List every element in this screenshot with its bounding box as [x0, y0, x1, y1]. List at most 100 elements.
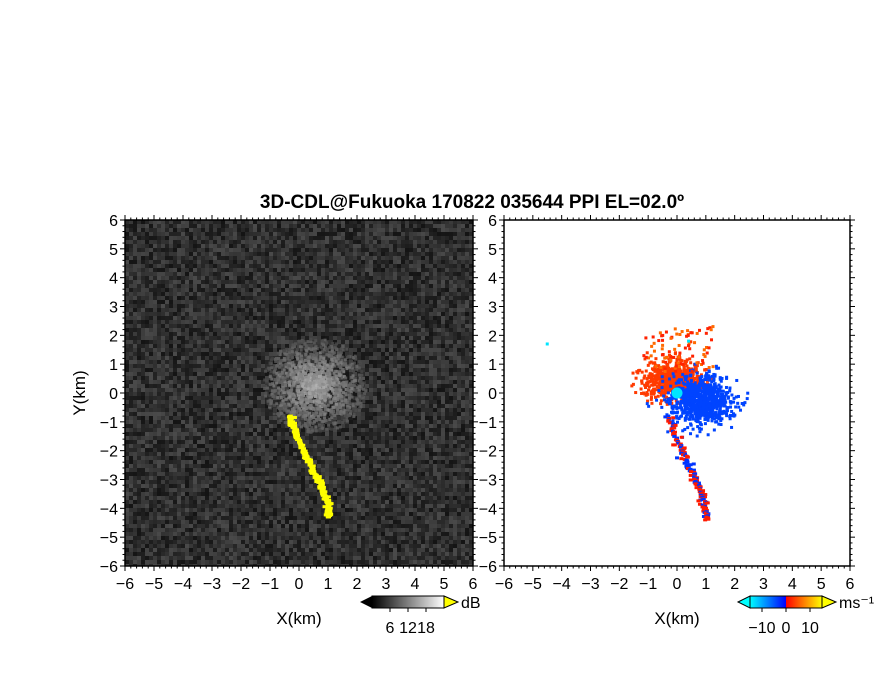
speckle-cell: [157, 292, 161, 296]
speckle-cell: [373, 356, 377, 360]
speckle-cell: [301, 268, 305, 272]
speckle-cell: [449, 412, 453, 416]
speckle-cell: [209, 304, 213, 308]
speckle-cell: [245, 428, 249, 432]
speckle-cell: [157, 384, 161, 388]
speckle-cell: [217, 240, 221, 244]
speckle-cell: [181, 316, 185, 320]
speckle-cell: [385, 300, 389, 304]
speckle-cell: [469, 264, 473, 268]
speckle-cell: [457, 380, 461, 384]
speckle-cell: [273, 240, 277, 244]
speckle-cell: [157, 304, 161, 308]
speckle-cell: [181, 352, 185, 356]
speckle-cell: [213, 368, 217, 372]
speckle-cell: [149, 296, 153, 300]
speckle-cell: [197, 412, 201, 416]
speckle-cell: [125, 396, 129, 400]
speckle-cell: [269, 440, 273, 444]
speckle-cell: [213, 428, 217, 432]
speckle-cell: [237, 340, 241, 344]
speckle-cell: [225, 260, 229, 264]
speckle-cell: [213, 236, 217, 240]
speckle-cell: [137, 428, 141, 432]
speckle-cell: [457, 264, 461, 268]
speckle-cell: [141, 224, 145, 228]
speckle-cell: [369, 380, 373, 384]
speckle-cell: [145, 356, 149, 360]
speckle-cell: [453, 436, 457, 440]
speckle-cell: [385, 224, 389, 228]
speckle-cell: [125, 368, 129, 372]
speckle-cell: [389, 324, 393, 328]
speckle-cell: [445, 252, 449, 256]
speckle-cell: [393, 284, 397, 288]
speckle-cell: [429, 392, 433, 396]
speckle-cell: [293, 264, 297, 268]
speckle-cell: [141, 264, 145, 268]
speckle-cell: [297, 264, 301, 268]
speckle-cell: [401, 220, 405, 224]
speckle-cell: [237, 292, 241, 296]
speckle-cell: [217, 260, 221, 264]
speckle-cell: [457, 284, 461, 288]
speckle-cell: [241, 236, 245, 240]
speckle-cell: [405, 316, 409, 320]
speckle-cell: [285, 244, 289, 248]
speckle-cell: [365, 340, 369, 344]
speckle-cell: [425, 224, 429, 228]
speckle-cell: [193, 388, 197, 392]
speckle-cell: [333, 260, 337, 264]
speckle-cell: [449, 348, 453, 352]
speckle-cell: [269, 248, 273, 252]
speckle-cell: [441, 284, 445, 288]
speckle-cell: [405, 400, 409, 404]
speckle-cell: [421, 256, 425, 260]
speckle-cell: [389, 424, 393, 428]
speckle-cell: [185, 244, 189, 248]
speckle-cell: [401, 296, 405, 300]
speckle-cell: [269, 272, 273, 276]
speckle-cell: [237, 400, 241, 404]
speckle-cell: [297, 272, 301, 276]
speckle-cell: [237, 360, 241, 364]
speckle-cell: [197, 264, 201, 268]
speckle-cell: [297, 236, 301, 240]
speckle-cell: [261, 416, 265, 420]
speckle-cell: [281, 284, 285, 288]
speckle-cell: [273, 272, 277, 276]
speckle-cell: [341, 324, 345, 328]
speckle-cell: [149, 320, 153, 324]
speckle-cell: [377, 396, 381, 400]
speckle-cell: [269, 304, 273, 308]
speckle-cell: [265, 344, 269, 348]
speckle-cell: [417, 388, 421, 392]
speckle-cell: [129, 424, 133, 428]
speckle-cell: [225, 436, 229, 440]
speckle-cell: [133, 384, 137, 388]
speckle-cell: [321, 436, 325, 440]
speckle-cell: [213, 328, 217, 332]
speckle-cell: [145, 368, 149, 372]
speckle-cell: [421, 304, 425, 308]
speckle-cell: [325, 440, 329, 444]
speckle-cell: [393, 320, 397, 324]
speckle-cell: [185, 348, 189, 352]
speckle-cell: [153, 312, 157, 316]
speckle-cell: [313, 248, 317, 252]
speckle-cell: [389, 332, 393, 336]
speckle-cell: [461, 372, 465, 376]
speckle-cell: [397, 380, 401, 384]
speckle-cell: [381, 292, 385, 296]
speckle-cell: [373, 276, 377, 280]
speckle-cell: [145, 392, 149, 396]
speckle-cell: [401, 404, 405, 408]
speckle-cell: [413, 420, 417, 424]
speckle-cell: [197, 392, 201, 396]
speckle-cell: [365, 304, 369, 308]
speckle-cell: [357, 276, 361, 280]
speckle-cell: [309, 432, 313, 436]
speckle-cell: [417, 424, 421, 428]
speckle-cell: [125, 388, 129, 392]
speckle-cell: [201, 316, 205, 320]
